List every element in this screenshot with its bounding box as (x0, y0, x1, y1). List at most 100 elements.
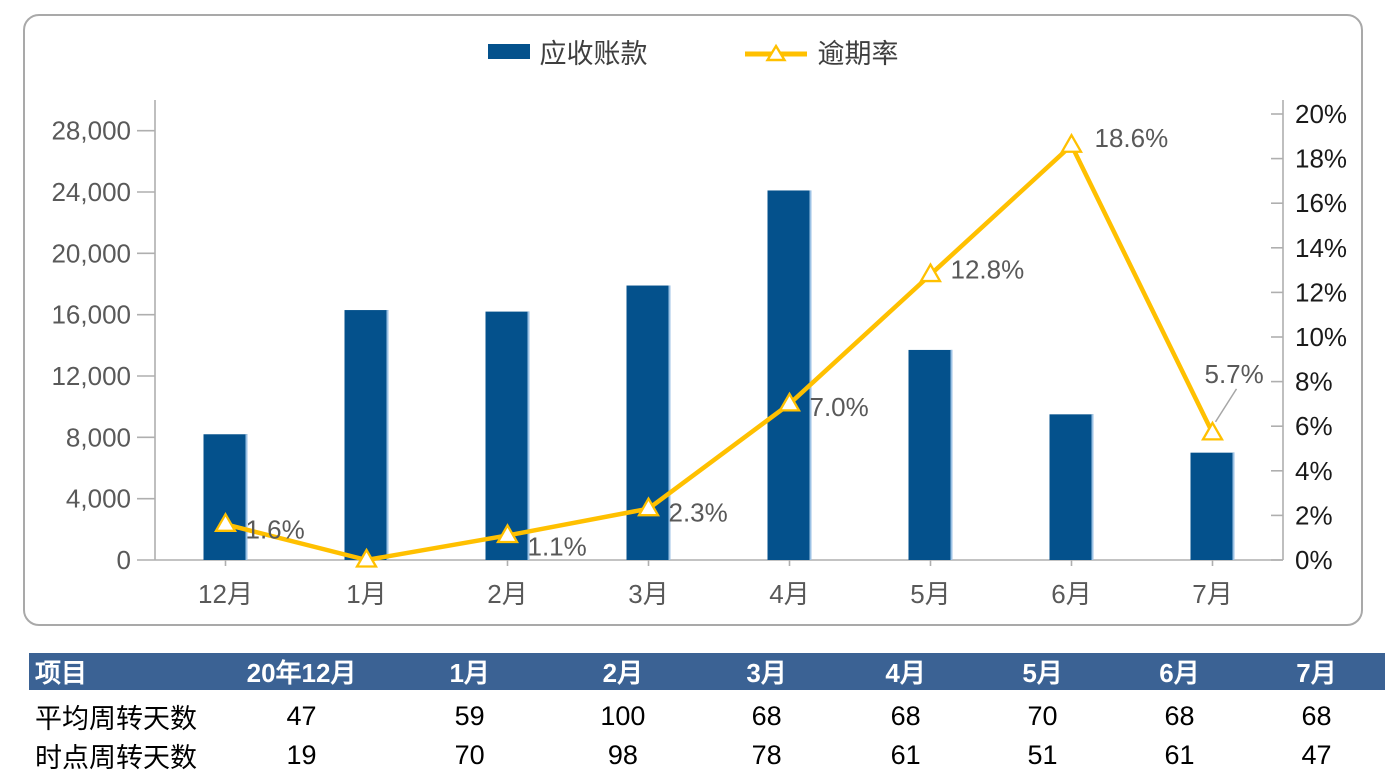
x-axis-category-label: 1月 (346, 579, 386, 609)
bar-edge-highlight (668, 285, 671, 560)
value-cell: 68 (696, 692, 838, 736)
bar-2月 (485, 311, 530, 560)
value-cell: 47 (1301, 740, 1332, 770)
data-label-7月: 5.7% (1205, 359, 1264, 389)
line-marker-3月 (637, 496, 660, 517)
value-cell: 61 (1164, 740, 1195, 770)
bar-7月 (1190, 452, 1235, 560)
right-axis-tick-label: 2% (1295, 500, 1333, 530)
value-cell: 68 (1111, 692, 1248, 736)
line-marker-6月 (1060, 132, 1083, 153)
left-axis-tick-label: 16,000 (51, 300, 131, 330)
legend-label-overdue-rate: 逾期率 (817, 39, 899, 69)
line-marker-2月 (496, 523, 519, 544)
row-label-cell: 时点周转天数 (35, 743, 197, 773)
table-header-cell: 6月 (1111, 653, 1248, 697)
value-cell: 78 (751, 740, 782, 770)
combo-chart-plot: 0 4,000 8,000 12,000 16,000 20,000 24,000 28,00… (51, 99, 1347, 609)
bar-edge-highlight (809, 190, 812, 560)
line-marker-4月 (778, 391, 801, 412)
x-axis-category-label: 5月 (910, 579, 950, 609)
bar-6月 (1049, 414, 1094, 560)
bar-5月 (908, 349, 953, 560)
table-header-cell: 4月 (837, 653, 975, 697)
table-header-cell: 5月 (974, 653, 1112, 697)
legend-item-receivables: 应收账款 (487, 32, 648, 71)
left-axis-tick-label: 0 (117, 545, 131, 575)
table-row: 时点周转天数 19 70 98 78 61 51 61 47 (29, 736, 1385, 774)
table-header-cell: 7月 (1247, 653, 1385, 697)
right-axis-tick-label: 14% (1295, 233, 1347, 263)
value-cell: 70 (454, 740, 485, 770)
line-marker-7月 (1201, 420, 1224, 441)
bar-3月 (626, 285, 671, 560)
right-axis-tick-label: 6% (1295, 411, 1333, 441)
line-marker-1月 (355, 547, 378, 568)
table-header-cell: 1月 (389, 653, 550, 697)
right-axis-tick-label: 8% (1295, 367, 1333, 397)
row-label-cell: 平均周转天数 (29, 692, 214, 736)
chart-card: 应收账款 逾期率 0 4,000 8,000 12,000 16,000 20,000 24… (23, 14, 1363, 626)
right-axis-tick-label: 18% (1295, 144, 1347, 174)
x-axis-category-label: 3月 (628, 579, 668, 609)
left-axis-tick-label: 12,000 (51, 361, 131, 391)
data-label-5月: 12.8% (951, 255, 1025, 285)
x-axis-category-label: 7月 (1192, 579, 1232, 609)
value-cell: 61 (890, 740, 921, 770)
value-cell: 51 (1027, 740, 1058, 770)
right-axis-tick-label: 16% (1295, 188, 1347, 218)
value-cell: 98 (607, 740, 638, 770)
bar-12月 (203, 434, 248, 560)
bar-edge-highlight (1232, 452, 1235, 560)
bar-4月 (767, 190, 812, 560)
data-label-6月: 18.6% (1095, 123, 1169, 153)
left-axis-tick-label: 8,000 (66, 422, 131, 452)
line-marker-5月 (919, 262, 942, 283)
right-axis-tick-label: 12% (1295, 277, 1347, 307)
right-axis-tick-label: 10% (1295, 322, 1347, 352)
data-label-12月: 1.6% (246, 514, 305, 544)
table-header-cell: 2月 (549, 653, 697, 697)
value-cell: 19 (286, 740, 317, 770)
value-cell: 70 (974, 692, 1112, 736)
left-axis-tick-label: 20,000 (51, 238, 131, 268)
left-axis-tick-label: 24,000 (51, 177, 131, 207)
x-axis-category-label: 4月 (769, 579, 809, 609)
data-label-4月: 7.0% (810, 392, 869, 422)
x-axis-category-label: 6月 (1051, 579, 1091, 609)
value-cell: 100 (549, 692, 697, 736)
left-axis-tick-label: 4,000 (66, 484, 131, 514)
table-header-cell: 20年12月 (213, 653, 390, 697)
right-axis-tick-label: 0% (1295, 545, 1333, 575)
table-header-cell: 3月 (696, 653, 838, 697)
bar-1月 (344, 310, 389, 560)
value-cell: 59 (389, 692, 550, 736)
bar-edge-highlight (386, 310, 389, 560)
value-cell: 68 (837, 692, 975, 736)
bar-edge-highlight (245, 434, 248, 560)
table-header-row: 项目 20年12月 1月 2月 3月 4月 5月 6月 7月 (29, 653, 1385, 697)
line-marker-12月 (214, 512, 237, 532)
table-row: 平均周转天数 47 59 100 68 68 70 68 68 (29, 692, 1385, 736)
chart-legend: 应收账款 逾期率 (25, 32, 1361, 71)
right-axis-tick-label: 4% (1295, 456, 1333, 486)
legend-item-overdue-rate: 逾期率 (744, 32, 899, 71)
bar-edge-highlight (527, 311, 530, 560)
data-label-2月: 1.1% (528, 531, 587, 561)
line-series-swatch-icon (744, 41, 808, 63)
right-axis-tick-label: 20% (1295, 99, 1347, 129)
data-label-3月: 2.3% (669, 498, 728, 528)
table-header-cell: 项目 (29, 653, 214, 697)
left-axis-tick-label: 28,000 (51, 116, 131, 146)
turnover-days-table: 项目 20年12月 1月 2月 3月 4月 5月 6月 7月 平均周转天数 47 59 100 68 68… (29, 653, 1385, 774)
bar-edge-highlight (950, 349, 953, 560)
overdue-rate-line (223, 142, 1215, 563)
x-axis-category-label: 2月 (487, 579, 527, 609)
label-leader-line (1214, 388, 1238, 423)
bar-edge-highlight (1091, 414, 1094, 560)
x-axis-category-label: 12月 (198, 579, 253, 609)
value-cell: 47 (213, 692, 390, 736)
value-cell: 68 (1247, 692, 1385, 736)
bar-series-swatch-icon (487, 44, 530, 59)
